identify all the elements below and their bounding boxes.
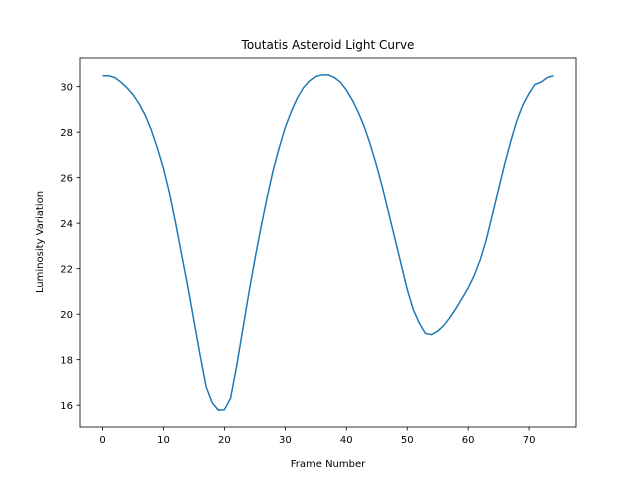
y-tick-label: 22: [60, 265, 73, 276]
x-tick-label: 60: [462, 435, 475, 446]
x-axis-label: Frame Number: [291, 459, 366, 470]
y-tick-label: 20: [60, 310, 73, 321]
x-tick-label: 0: [99, 435, 105, 446]
data-line: [102, 74, 554, 411]
x-tick-label: 50: [401, 435, 414, 446]
y-axis-label: Luminosity Variation: [35, 191, 46, 293]
y-tick-label: 30: [60, 83, 73, 94]
plot-frame: [79, 57, 577, 428]
y-tick-label: 26: [60, 174, 73, 185]
y-tick-label: 18: [60, 356, 73, 367]
y-tick-label: 28: [60, 128, 73, 139]
x-tick-label: 70: [523, 435, 536, 446]
y-tick-label: 16: [60, 401, 73, 412]
x-tick-label: 20: [218, 435, 231, 446]
x-tick-label: 10: [157, 435, 170, 446]
y-tick-label: 24: [60, 219, 73, 230]
x-tick-label: 40: [340, 435, 353, 446]
chart-title: Toutatis Asteroid Light Curve: [241, 38, 415, 52]
x-tick-label: 30: [279, 435, 292, 446]
